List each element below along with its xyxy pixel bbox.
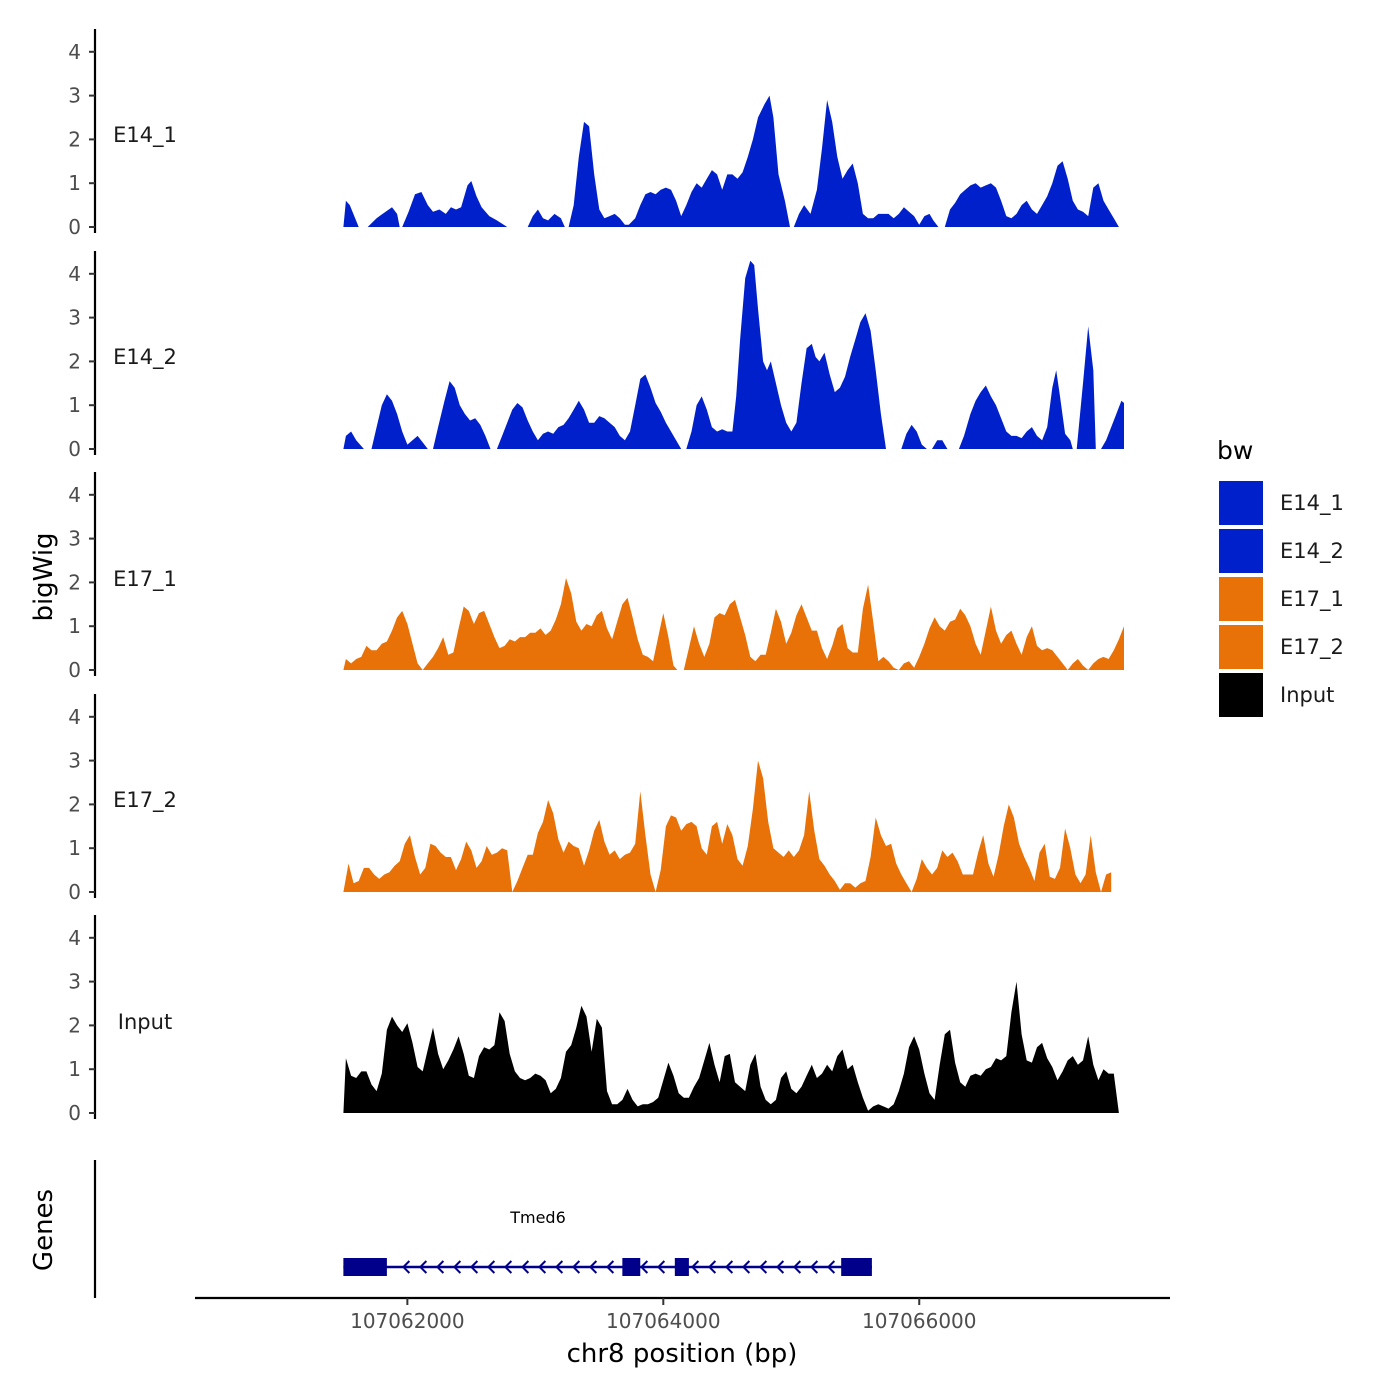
strand-arrow	[503, 1260, 513, 1274]
gene-exon	[674, 1258, 689, 1276]
legend-item: E14_1	[1219, 481, 1344, 525]
signal-tracks: 0 1 2 3 4 E14_1 0 1 2 3 4 E14_2 0 1 2 3 4 E17_1 0 1 2 3 4 E17_2…	[68, 29, 1124, 1125]
strand-arrow	[486, 1260, 496, 1274]
track-label: E14_1	[113, 123, 177, 148]
strand-arrow	[452, 1260, 462, 1274]
track-E14_2: 0 1 2 3 4 E14_2	[68, 251, 1124, 461]
track-label: E17_1	[113, 567, 177, 592]
gene-Tmed6: Tmed6	[343, 1208, 872, 1276]
legend-item: E14_2	[1219, 529, 1344, 573]
legend-label: Input	[1280, 683, 1334, 707]
track-label: E17_2	[113, 788, 177, 813]
y-tick-label: 0	[68, 215, 81, 239]
strand-arrow	[401, 1260, 411, 1274]
strand-arrow	[826, 1260, 836, 1274]
track-label: Input	[118, 1010, 172, 1034]
y-tick-label: 4	[68, 262, 81, 286]
legend: bw E14_1 E14_2 E17_1 E17_2 Input	[1217, 436, 1344, 717]
strand-arrow	[469, 1260, 479, 1274]
y-tick-label: 3	[68, 749, 81, 773]
strand-arrow	[656, 1260, 666, 1274]
strand-arrow	[554, 1260, 564, 1274]
y-tick-label: 3	[68, 84, 81, 108]
strand-arrow	[758, 1260, 768, 1274]
y-tick-label: 1	[68, 393, 81, 417]
gene-exon	[841, 1258, 872, 1276]
track-Input: 0 1 2 3 4 Input	[68, 915, 1119, 1125]
y-tick-label: 4	[68, 926, 81, 950]
legend-swatch	[1219, 673, 1263, 717]
legend-label: E14_1	[1280, 491, 1344, 516]
gene-exon	[622, 1258, 641, 1276]
legend-label: E17_1	[1280, 587, 1344, 612]
signal-area-E14_1	[343, 95, 1124, 227]
legend-label: E17_2	[1280, 635, 1344, 660]
gene-label: Tmed6	[509, 1208, 566, 1227]
y-tick-label: 2	[68, 349, 81, 373]
y-tick-label: 0	[68, 658, 81, 682]
y-tick-label: 2	[68, 570, 81, 594]
y-tick-label: 0	[68, 1101, 81, 1125]
signal-area-E17_1	[343, 578, 1124, 670]
y-tick-label: 3	[68, 527, 81, 551]
strand-arrow	[707, 1260, 717, 1274]
strand-arrow	[520, 1260, 530, 1274]
legend-swatch	[1219, 577, 1263, 621]
strand-arrow	[741, 1260, 751, 1274]
track-E17_2: 0 1 2 3 4 E17_2	[68, 694, 1112, 904]
track-E17_1: 0 1 2 3 4 E17_1	[68, 472, 1124, 682]
gene-exon	[343, 1258, 387, 1276]
strand-arrow	[724, 1260, 734, 1274]
strand-arrow	[639, 1260, 649, 1274]
signal-area-E14_2	[343, 260, 1124, 449]
y-tick-label: 1	[68, 836, 81, 860]
legend-item: E17_1	[1219, 577, 1344, 621]
strand-arrow	[792, 1260, 802, 1274]
y-tick-label: 4	[68, 483, 81, 507]
strand-arrow	[588, 1260, 598, 1274]
y-tick-label: 1	[68, 171, 81, 195]
x-tick-label: 107062000	[350, 1309, 465, 1333]
y-tick-label: 2	[68, 792, 81, 816]
strand-arrow	[435, 1260, 445, 1274]
y-tick-label: 1	[68, 614, 81, 638]
y-axis-title: bigWig	[29, 532, 59, 621]
gene-track: Tmed6	[93, 1160, 872, 1298]
y-tick-label: 4	[68, 40, 81, 64]
legend-item: E17_2	[1219, 625, 1344, 669]
genes-track-title: Genes	[29, 1189, 59, 1271]
signal-area-E17_2	[343, 760, 1112, 892]
x-axis: 107062000 107064000 107066000	[195, 1296, 1170, 1333]
track-E14_1: 0 1 2 3 4 E14_1	[68, 29, 1124, 239]
track-label: E14_2	[113, 345, 177, 370]
y-tick-label: 3	[68, 970, 81, 994]
x-tick-label: 107064000	[606, 1309, 721, 1333]
legend-swatch	[1219, 481, 1263, 525]
y-tick-label: 2	[68, 1013, 81, 1037]
y-tick-label: 4	[68, 705, 81, 729]
legend-label: E14_2	[1280, 539, 1344, 564]
strand-arrow	[690, 1260, 700, 1274]
strand-arrow	[571, 1260, 581, 1274]
strand-arrow	[775, 1260, 785, 1274]
signal-area-Input	[343, 981, 1119, 1113]
x-tick-label: 107066000	[862, 1309, 977, 1333]
legend-swatch	[1219, 625, 1263, 669]
legend-title: bw	[1217, 436, 1253, 465]
strand-arrow	[605, 1260, 615, 1274]
x-axis-title: chr8 position (bp)	[567, 1339, 798, 1369]
y-tick-label: 0	[68, 437, 81, 461]
legend-swatch	[1219, 529, 1263, 573]
y-tick-label: 0	[68, 880, 81, 904]
y-tick-label: 1	[68, 1057, 81, 1081]
legend-item: Input	[1219, 673, 1334, 717]
strand-arrow	[418, 1260, 428, 1274]
y-tick-label: 2	[68, 127, 81, 151]
y-tick-label: 3	[68, 306, 81, 330]
strand-arrow	[809, 1260, 819, 1274]
strand-arrow	[537, 1260, 547, 1274]
